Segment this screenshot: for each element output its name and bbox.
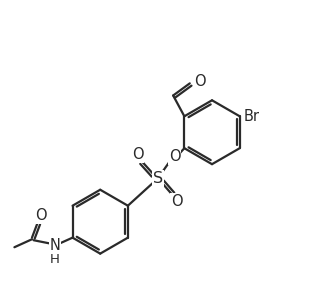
Text: O: O <box>194 74 205 89</box>
Text: O: O <box>35 208 46 223</box>
Text: Br: Br <box>243 109 259 124</box>
Text: O: O <box>171 194 183 209</box>
Text: H: H <box>50 253 60 266</box>
Text: O: O <box>169 149 181 164</box>
Text: S: S <box>153 171 163 186</box>
Text: N: N <box>49 238 60 253</box>
Text: O: O <box>132 147 143 162</box>
